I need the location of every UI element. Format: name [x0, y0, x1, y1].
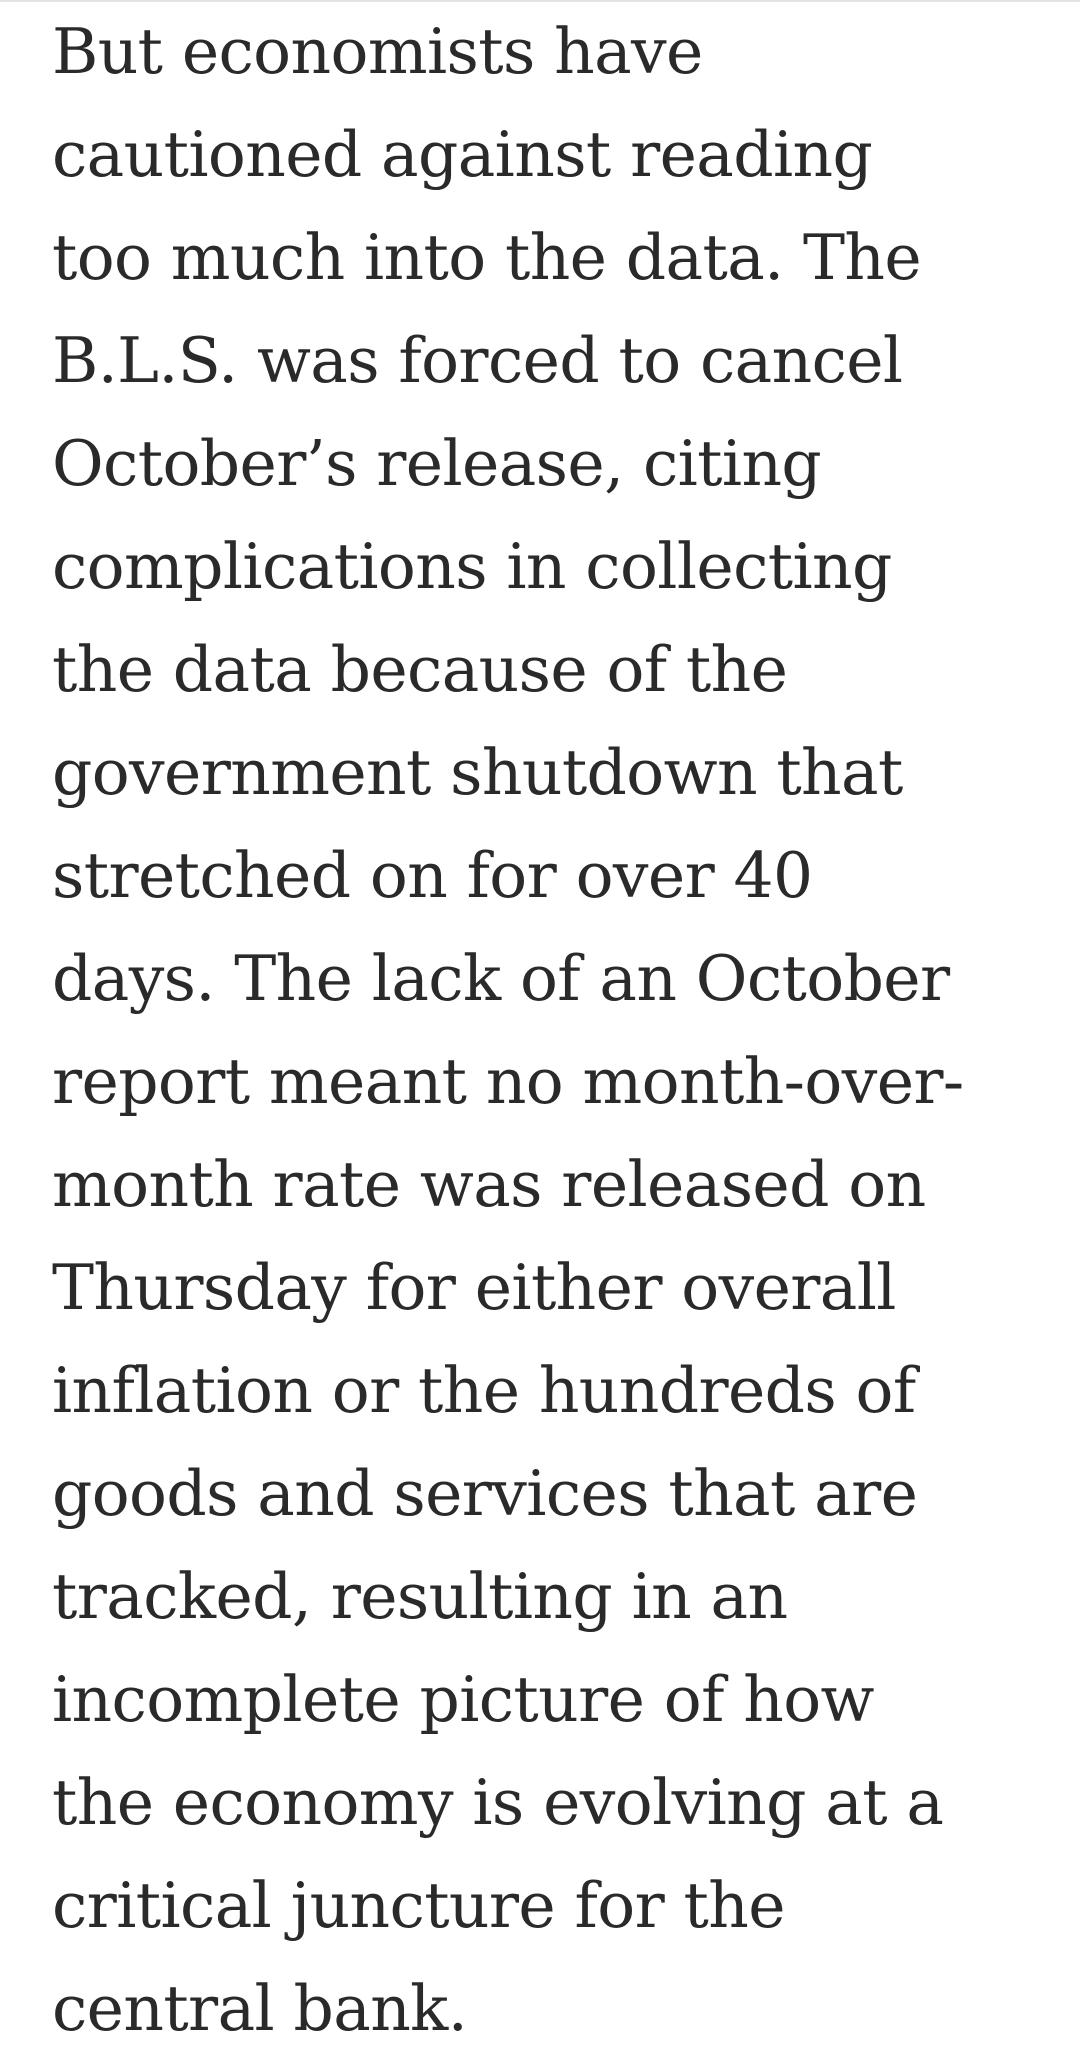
paragraph-line: Thursday for either overall	[52, 1251, 896, 1324]
paragraph-line: cautioned against reading	[52, 118, 873, 191]
paragraph-line: stretched on for over 40	[52, 839, 813, 912]
paragraph-line: central bank.	[52, 1972, 468, 2045]
paragraph-line: too much into the data. The	[52, 221, 922, 294]
paragraph-line: days. The lack of an October	[52, 942, 950, 1015]
paragraph-line: incomplete picture of how	[52, 1663, 874, 1736]
top-divider	[0, 0, 1080, 2]
paragraph-line: complications in collecting	[52, 530, 892, 603]
paragraph-line: October’s release, citing	[52, 427, 822, 500]
paragraph-line: month rate was released on	[52, 1148, 926, 1221]
paragraph-line: government shutdown that	[52, 736, 903, 809]
paragraph-line: But economists have	[52, 15, 703, 88]
paragraph-line: critical juncture for the	[52, 1869, 785, 1942]
paragraph-line: B.L.S. was forced to cancel	[52, 324, 903, 397]
article-paragraph: But economists have cautioned against re…	[52, 0, 1052, 2060]
paragraph-line: the economy is evolving at a	[52, 1766, 944, 1839]
paragraph-line: goods and services that are	[52, 1457, 918, 1530]
paragraph-line: report meant no month-over-	[52, 1045, 964, 1118]
paragraph-line: the data because of the	[52, 633, 788, 706]
paragraph-line: tracked, resulting in an	[52, 1560, 788, 1633]
paragraph-line: inflation or the hundreds of	[52, 1354, 916, 1427]
